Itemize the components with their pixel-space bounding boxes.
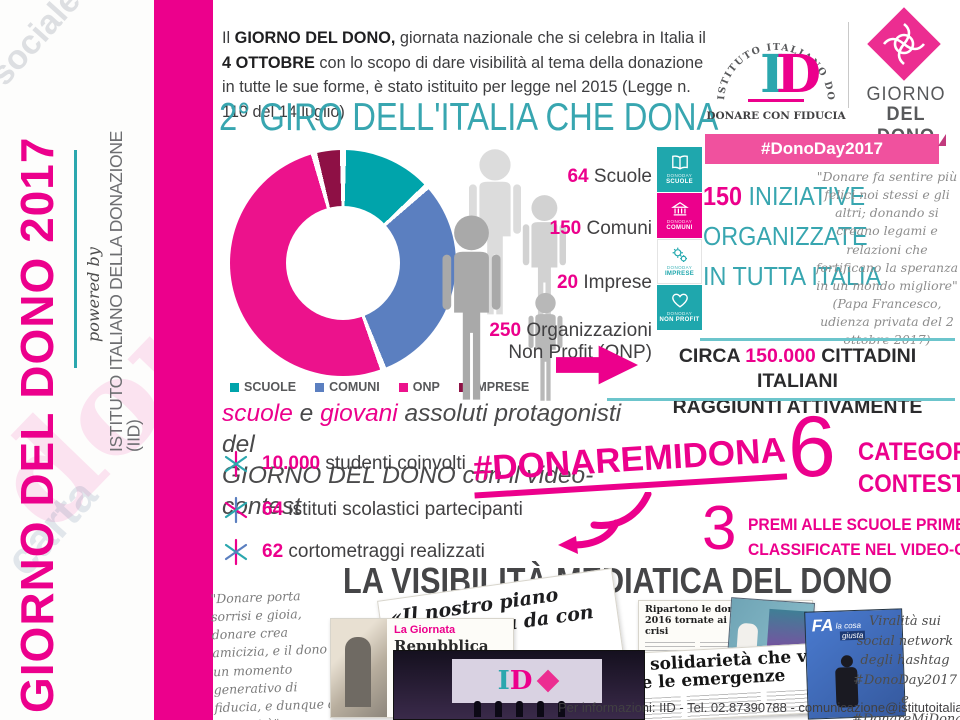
- stat-scuole: 64 Scuole: [567, 166, 652, 187]
- gdd-logo-line1: GIORNO: [866, 84, 946, 105]
- gdd-knot-icon: [882, 22, 926, 66]
- participation-donut-chart: [230, 150, 456, 376]
- iid-tagline: DONARE CON FIDUCIA: [706, 110, 846, 122]
- quote-attribution: (Papa Francesco, udienza privata del 2 o…: [820, 295, 954, 347]
- legend-swatch: [230, 382, 239, 392]
- giorno-del-dono-logo: GIORNO DEL DONO: [856, 7, 956, 147]
- social-virality-note: Viralità sui social network degli hashta…: [852, 614, 960, 720]
- divider-line: [607, 398, 955, 401]
- stage-screen: ID: [452, 659, 602, 703]
- donoday-hashtag-label: #DonoDay2017: [761, 139, 883, 158]
- stat-comuni: 150 Comuni: [549, 218, 652, 239]
- iniziative-block: 150 INIZIATIVE ORGANIZZATE IN TUTTA ITAL…: [703, 181, 882, 291]
- tv-screenshot-stage: ID: [393, 650, 645, 720]
- badge-non-profit: DONODAY NON PROFIT: [657, 285, 702, 330]
- contest-number-6: 6: [788, 399, 836, 495]
- protagonisti-statement: scuole e giovani assoluti protagonisti d…: [222, 400, 622, 520]
- page-title: 2° GIRO DELL'ITALIA CHE DONA: [219, 96, 719, 139]
- sparkle-icon: [224, 450, 248, 478]
- footer-contact-info: Per informazioni: IID - Tel. 02.87390788…: [558, 700, 960, 715]
- iid-monogram-d: D: [776, 44, 821, 105]
- book-icon: [671, 155, 688, 170]
- bullet-istituti: 64 istituti scolastici partecipanti: [222, 496, 523, 524]
- event-title-vertical: GIORNO DEL DONO 2017: [11, 136, 63, 713]
- intro-paragraph: Il GIORNO DEL DONO, giornata nazionale c…: [222, 29, 706, 121]
- legend-item-onp: ONP: [398, 380, 440, 394]
- legend-swatch: [398, 382, 408, 392]
- sparkle-icon: [224, 538, 248, 566]
- newspaper-photo: [331, 619, 387, 717]
- bullet-cortometraggi: 62 cortometraggi realizzati: [222, 538, 485, 566]
- stat-imprese: 20 Imprese: [556, 272, 652, 293]
- pink-accent-bar: [154, 0, 213, 720]
- stage-people: [394, 701, 644, 719]
- donoday-ribbon: #DonoDay2017: [705, 134, 946, 164]
- mattarella-quote: "Donare porta sorrisi e gioia, donare cr…: [210, 588, 340, 720]
- institute-name-vertical: ISTITUTO ITALIANO DELLA DONAZIONE (IID): [106, 130, 144, 452]
- sparkle-icon: [224, 496, 248, 524]
- contest-premi-label: PREMI ALLE SCUOLE PRIME CLASSIFICATE NEL…: [748, 515, 960, 559]
- bullet-studenti: 10.000 studenti coinvolti: [222, 450, 466, 478]
- powered-by-label: powered by: [84, 247, 103, 342]
- donut-hole: [286, 206, 400, 320]
- iid-monogram-i: I: [760, 44, 784, 105]
- sidebar-divider: [74, 150, 77, 368]
- heart-icon: [671, 293, 688, 308]
- badge-comuni: DONODAY COMUNI: [657, 193, 702, 238]
- legend-swatch: [315, 382, 325, 392]
- gdd-diamond-icon: [537, 669, 560, 693]
- curved-arrow-icon: [558, 492, 652, 554]
- legend-item-scuole: SCUOLE: [230, 380, 296, 394]
- papa-francesco-quote: "Donare fa sentire più felici noi stessi…: [813, 168, 960, 349]
- donoday-badge-column: DONODAY SCUOLE DONODAY COMUNI DONODAY IMPRE…: [657, 147, 702, 330]
- clipping-headline: Ripartono le donazioni: nel 2016 tornate…: [645, 604, 790, 637]
- clipping-kicker: La Giornata: [394, 624, 456, 636]
- gears-icon: [672, 247, 687, 263]
- reach-statement: CIRCA 150.000 CITTADINI ITALIANI RAGGIUN…: [672, 345, 923, 418]
- logo-divider: [848, 22, 849, 108]
- badge-imprese: DONODAY IMPRESE: [657, 239, 702, 284]
- badge-scuole: DONODAY SCUOLE: [657, 147, 702, 192]
- divider-line: [700, 338, 955, 341]
- contest-number-3: 3: [702, 494, 737, 563]
- contest-categorie-label: CATEGORIE CONTEST: [858, 438, 960, 498]
- legend-item-comuni: COMUNI: [315, 380, 380, 394]
- sidebar: sociale dono carta GIORNO DEL DONO 2017 …: [0, 0, 213, 720]
- iid-logo: ISTITUTO ITALIANO DONAZIONE I D DONARE C…: [701, 0, 847, 130]
- bank-icon: [670, 201, 689, 216]
